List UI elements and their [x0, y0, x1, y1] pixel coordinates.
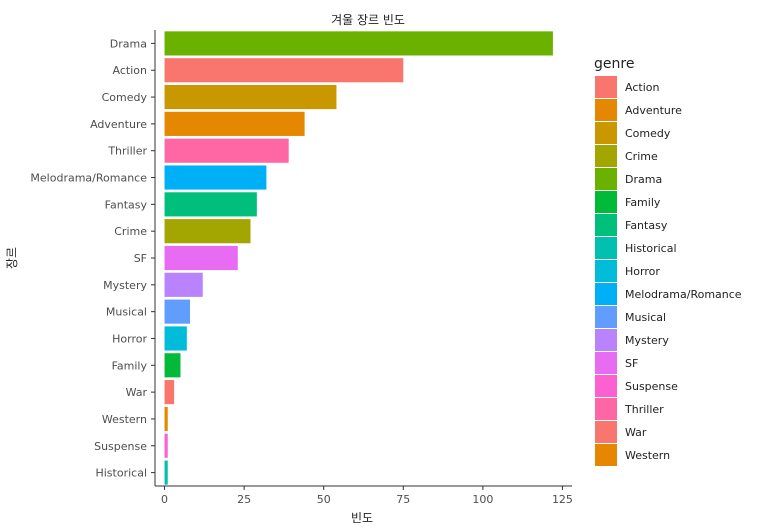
legend-swatch-action [595, 76, 617, 98]
legend-label-melodrama-romance: Melodrama/Romance [625, 288, 742, 301]
legend-label-fantasy: Fantasy [625, 219, 668, 232]
plot-area [164, 31, 553, 485]
legend-swatch-family [595, 191, 617, 213]
legend-swatch-comedy [595, 122, 617, 144]
bar-action [164, 58, 404, 83]
bar-crime [164, 219, 251, 244]
y-tick-label: Western [102, 413, 147, 426]
legend-label-drama: Drama [625, 173, 662, 186]
x-tick-label: 125 [552, 493, 573, 506]
legend-swatch-adventure [595, 99, 617, 121]
bar-thriller [164, 138, 289, 163]
legend-label-family: Family [625, 196, 661, 209]
legend-label-action: Action [625, 81, 659, 94]
legend-label-thriller: Thriller [624, 403, 664, 416]
x-tick-label: 100 [472, 493, 493, 506]
y-tick-label: Comedy [102, 91, 148, 104]
y-axis-title: 장르 [5, 247, 19, 269]
bar-family [164, 353, 181, 378]
legend-swatch-musical [595, 306, 617, 328]
x-tick-label: 75 [396, 493, 410, 506]
x-tick-label: 0 [161, 493, 168, 506]
bar-horror [164, 326, 187, 351]
y-tick-label: War [126, 386, 148, 399]
legend-label-suspense: Suspense [625, 380, 678, 393]
legend-swatch-war [595, 421, 617, 443]
legend-title: genre [594, 56, 634, 72]
legend-label-war: War [625, 426, 647, 439]
bar-suspense [164, 433, 168, 458]
legend-swatch-melodrama-romance [595, 283, 617, 305]
y-tick-label: Family [112, 359, 148, 372]
bar-war [164, 380, 175, 405]
y-tick-label: Drama [110, 37, 147, 50]
legend-swatch-thriller [595, 398, 617, 420]
legend-label-comedy: Comedy [625, 127, 671, 140]
y-tick-label: Action [113, 64, 147, 77]
y-tick-label: Musical [106, 306, 147, 319]
y-tick-label: Adventure [90, 118, 147, 131]
y-tick-label: Suspense [94, 440, 147, 453]
y-axis: Drama Action Comedy Adventure Thriller Melodr… [30, 37, 155, 480]
y-tick-label: Horror [112, 332, 147, 345]
bar-comedy [164, 84, 337, 110]
legend-swatch-crime [595, 145, 617, 167]
x-axis: 0 25 50 75 100 125 [161, 486, 573, 506]
y-tick-label: SF [134, 252, 147, 265]
bar-western [164, 406, 168, 432]
legend-swatch-historical [595, 237, 617, 259]
y-tick-label: Crime [114, 225, 147, 238]
bar-melodrama-romance [164, 165, 267, 190]
legend-label-crime: Crime [625, 150, 658, 163]
bar-adventure [164, 111, 305, 136]
bar-musical [164, 299, 191, 324]
legend-label-adventure: Adventure [625, 104, 682, 117]
legend-label-horror: Horror [625, 265, 660, 278]
legend-swatch-western [595, 444, 617, 466]
legend-label-western: Western [625, 449, 670, 462]
legend-swatch-drama [595, 168, 617, 190]
legend-swatch-mystery [595, 329, 617, 351]
legend: Action Adventure Comedy Crime Drama Family Fan… [595, 76, 742, 466]
legend-swatch-fantasy [595, 214, 617, 236]
legend-label-mystery: Mystery [625, 334, 669, 347]
y-tick-label: Historical [95, 467, 147, 480]
x-tick-label: 50 [317, 493, 331, 506]
y-tick-label: Thriller [107, 145, 147, 158]
y-tick-label: Fantasy [105, 198, 148, 211]
bar-mystery [164, 272, 203, 297]
bar-sf [164, 245, 238, 271]
x-tick-label: 25 [237, 493, 251, 506]
y-tick-label: Melodrama/Romance [30, 172, 147, 185]
bar-fantasy [164, 192, 257, 217]
legend-label-musical: Musical [625, 311, 666, 324]
chart-title: 겨울 장르 빈도 [331, 13, 405, 27]
bar-drama [164, 31, 553, 56]
legend-swatch-suspense [595, 375, 617, 397]
legend-label-historical: Historical [625, 242, 677, 255]
legend-swatch-horror [595, 260, 617, 282]
x-axis-title: 빈도 [351, 511, 373, 525]
legend-label-sf: SF [625, 357, 638, 370]
legend-swatch-sf [595, 352, 617, 374]
bar-historical [164, 460, 168, 485]
y-tick-label: Mystery [103, 279, 147, 292]
